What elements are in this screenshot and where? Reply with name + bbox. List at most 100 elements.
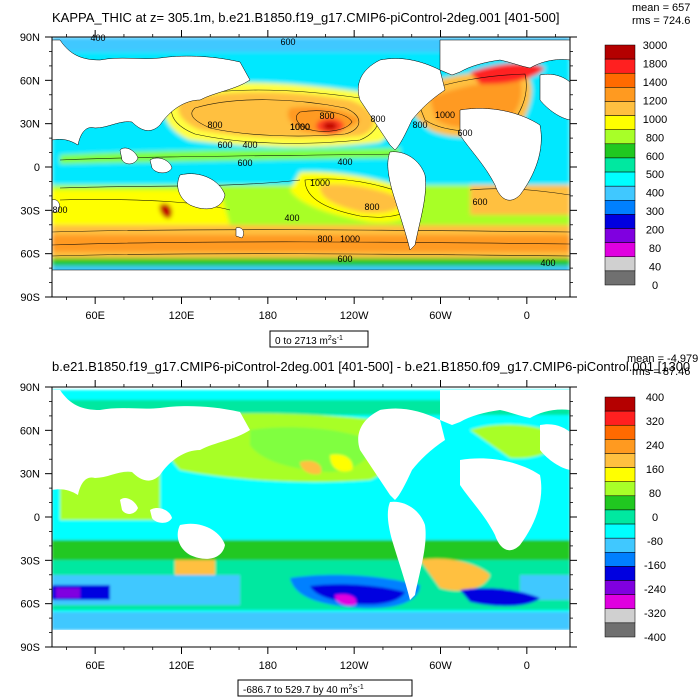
colorbar-swatch <box>604 396 636 412</box>
panel-2-range-text: -686.7 to 529.7 by 40 m <box>243 685 349 696</box>
colorbar-label: 600 <box>646 151 664 163</box>
contour-label: 800 <box>319 111 334 121</box>
panel-1-ticks: 90N 60N 30N 0 30S 60S 90S 60E 120E 180 120W 60W 0 <box>20 30 577 322</box>
colorbar-label: 500 <box>646 169 664 181</box>
colorbar-label: 400 <box>646 188 664 200</box>
colorbar-label: -160 <box>644 560 666 572</box>
y-tick-label: 60S <box>20 249 40 261</box>
contour-label: 1000 <box>290 122 310 132</box>
x-tick-label: 0 <box>524 660 530 672</box>
y-tick-label: 0 <box>34 512 40 524</box>
contour-label: 800 <box>412 120 427 130</box>
x-tick-label: 180 <box>259 660 277 672</box>
contour-label: 800 <box>364 202 379 212</box>
colorbar-swatch <box>604 185 636 201</box>
panel-2: b.e21.B1850.f19_g17.CMIP6-piControl-2deg… <box>20 353 698 697</box>
colorbar-swatch <box>604 608 636 624</box>
panel-1-unit-sup2: -1 <box>337 335 343 342</box>
colorbar-swatch <box>604 115 636 130</box>
panel-1-unit-s: s <box>332 336 337 347</box>
panel-1: KAPPA_THIC at z= 305.1m, b.e21.B1850.f19… <box>20 2 690 348</box>
contour-label: 600 <box>280 37 295 47</box>
colorbar-swatch <box>604 44 636 60</box>
panel-1-contour-labels: 400 600 800 1000 600 400 600 800 1000 800 1000 600 8… <box>52 33 555 268</box>
colorbar-label: 300 <box>646 206 664 218</box>
contour-label: 800 <box>370 114 385 124</box>
colorbar-swatch <box>604 537 636 553</box>
colorbar-swatch <box>604 453 636 468</box>
colorbar-swatch <box>604 439 636 454</box>
panel-1-unit-sup: 2 <box>328 335 332 342</box>
colorbar-swatch <box>604 622 636 638</box>
colorbar-swatch <box>604 270 636 286</box>
colorbar-swatch <box>604 594 636 610</box>
panel-2-ticks: 90N 60N 30N 0 30S 60S 90S 60E 120E 180 120W 60W 0 <box>20 380 577 672</box>
colorbar-label: 0 <box>652 280 658 292</box>
colorbar-label: 40 <box>649 262 661 274</box>
contour-label: 600 <box>217 140 232 150</box>
colorbar-swatch <box>604 58 636 74</box>
contour-label: 400 <box>284 213 299 223</box>
colorbar-label: 0 <box>652 512 658 524</box>
contour-label: 400 <box>337 157 352 167</box>
panel-2-mean: mean = -4.979 <box>627 353 698 365</box>
colorbar-swatch <box>604 171 636 187</box>
contour-label: 800 <box>317 234 332 244</box>
x-tick-label: 60W <box>429 660 452 672</box>
colorbar-swatch <box>604 481 636 497</box>
colorbar-label: -240 <box>644 584 666 596</box>
y-tick-label: 90N <box>20 32 40 44</box>
colorbar-label: 200 <box>646 225 664 237</box>
colorbar-swatch <box>604 467 636 482</box>
panel-2-field <box>52 387 570 647</box>
y-tick-label: 90N <box>20 382 40 394</box>
contour-label: 1000 <box>435 110 455 120</box>
x-tick-label: 120E <box>169 660 195 672</box>
x-tick-label: 60E <box>85 310 105 322</box>
panel-2-colorbar: 400 320 240 160 80 0 -80 -160 -240 -320 -400 <box>604 392 666 644</box>
colorbar-label: 1200 <box>643 95 667 107</box>
panel-2-unit-sup: 2 <box>349 684 353 691</box>
colorbar-swatch <box>604 228 636 243</box>
y-tick-label: 90S <box>20 642 40 654</box>
y-tick-label: 0 <box>34 162 40 174</box>
panel-2-unit-s: s <box>353 685 358 696</box>
colorbar-swatch <box>604 256 636 272</box>
colorbar-swatch <box>604 129 636 145</box>
colorbar-swatch <box>604 509 636 525</box>
contour-label: 1000 <box>310 178 330 188</box>
panel-2-title: b.e21.B1850.f19_g17.CMIP6-piControl-2deg… <box>52 359 690 374</box>
x-tick-label: 120W <box>340 660 369 672</box>
y-tick-label: 90S <box>20 292 40 304</box>
colorbar-label: -400 <box>644 632 666 644</box>
contour-label: 600 <box>472 197 487 207</box>
x-tick-label: 60E <box>85 660 105 672</box>
y-tick-label: 30N <box>20 119 40 131</box>
panel-1-land <box>52 39 570 297</box>
x-tick-label: 0 <box>524 310 530 322</box>
colorbar-label: 800 <box>646 132 664 144</box>
colorbar-swatch <box>604 424 636 440</box>
colorbar-swatch <box>604 87 636 102</box>
colorbar-label: 400 <box>646 392 664 404</box>
colorbar-swatch <box>604 566 636 581</box>
x-tick-label: 120E <box>169 310 195 322</box>
colorbar-label: -320 <box>644 608 666 620</box>
contour-label: 800 <box>207 120 222 130</box>
colorbar-label: 240 <box>646 440 664 452</box>
colorbar-label: 80 <box>649 243 661 255</box>
colorbar-label: 1400 <box>643 77 667 89</box>
colorbar-label: 1000 <box>643 114 667 126</box>
panel-1-colorbar: 3000180014001200100080060050040030020080… <box>604 40 667 292</box>
contour-label: 400 <box>242 140 257 150</box>
y-tick-label: 30N <box>20 469 40 481</box>
contour-label: 400 <box>540 258 555 268</box>
colorbar-label: 320 <box>646 416 664 428</box>
contour-label: 600 <box>237 158 252 168</box>
colorbar-label: 80 <box>649 488 661 500</box>
y-tick-label: 60S <box>20 599 40 611</box>
panel-2-rms: rms = 87.46 <box>632 366 690 378</box>
svg-text:0 to 2713 m2s-1: 0 to 2713 m2s-1 <box>275 335 343 347</box>
colorbar-swatch <box>604 157 636 173</box>
